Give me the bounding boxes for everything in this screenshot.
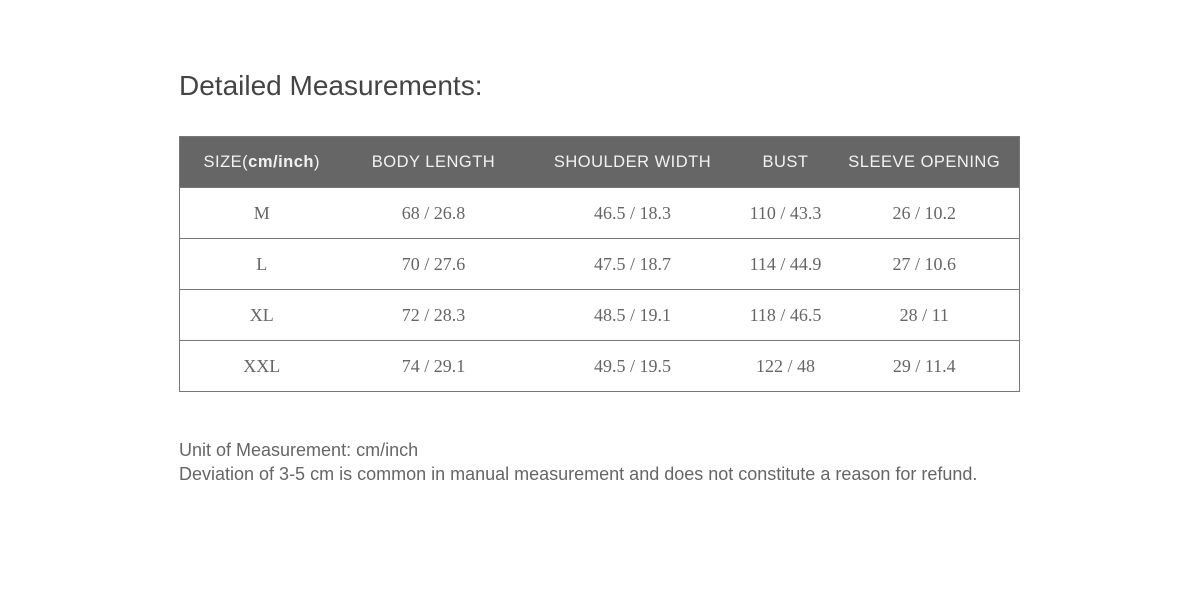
table-cell: 118 / 46.5 xyxy=(741,289,830,341)
table-row: XL 72 / 28.3 48.5 / 19.1 118 / 46.5 28 / 11 xyxy=(179,289,1020,341)
table-cell: XXL xyxy=(179,340,344,392)
table-cell: L xyxy=(179,238,344,290)
table-cell: 48.5 / 19.1 xyxy=(523,289,742,341)
table-cell: 47.5 / 18.7 xyxy=(523,238,742,290)
header-row: SIZE(cm/inch) BODY LENGTH SHOULDER WIDTH… xyxy=(179,136,1020,188)
table-cell: 49.5 / 19.5 xyxy=(523,340,742,392)
table-cell: 122 / 48 xyxy=(741,340,830,392)
page-title: Detailed Measurements: xyxy=(179,70,483,101)
table-cell: 74 / 29.1 xyxy=(343,340,524,392)
table-cell: 110 / 43.3 xyxy=(741,187,830,239)
table-cell: M xyxy=(179,187,344,239)
table-cell: 72 / 28.3 xyxy=(343,289,524,341)
table-row: M 68 / 26.8 46.5 / 18.3 110 / 43.3 26 / 10.2 xyxy=(179,187,1020,239)
table-cell: 27 / 10.6 xyxy=(829,238,1020,290)
table-cell: 114 / 44.9 xyxy=(741,238,830,290)
header-bust: BUST xyxy=(741,136,830,188)
header-size: SIZE(cm/inch) xyxy=(179,136,344,188)
table-cell: 28 / 11 xyxy=(829,289,1020,341)
header-body-length: BODY LENGTH xyxy=(343,136,524,188)
table-cell: XL xyxy=(179,289,344,341)
size-chart-table: SIZE(cm/inch) BODY LENGTH SHOULDER WIDTH… xyxy=(179,136,1020,392)
table-cell: 29 / 11.4 xyxy=(829,340,1020,392)
table-cell: 46.5 / 18.3 xyxy=(523,187,742,239)
table-cell: 70 / 27.6 xyxy=(343,238,524,290)
table-row: XXL 74 / 29.1 49.5 / 19.5 122 / 48 29 / 11.4 xyxy=(179,340,1020,392)
header-sleeve-opening: SLEEVE OPENING xyxy=(829,136,1020,188)
notes: Unit of Measurement: cm/inch Deviation o… xyxy=(179,438,977,486)
unit-note: Unit of Measurement: cm/inch xyxy=(179,440,419,460)
header-shoulder-width: SHOULDER WIDTH xyxy=(523,136,742,188)
table-cell: 26 / 10.2 xyxy=(829,187,1020,239)
table-cell: 68 / 26.8 xyxy=(343,187,524,239)
table-row: L 70 / 27.6 47.5 / 18.7 114 / 44.9 27 / 10.6 xyxy=(179,238,1020,290)
deviation-note: Deviation of 3-5 cm is common in manual … xyxy=(179,464,978,484)
